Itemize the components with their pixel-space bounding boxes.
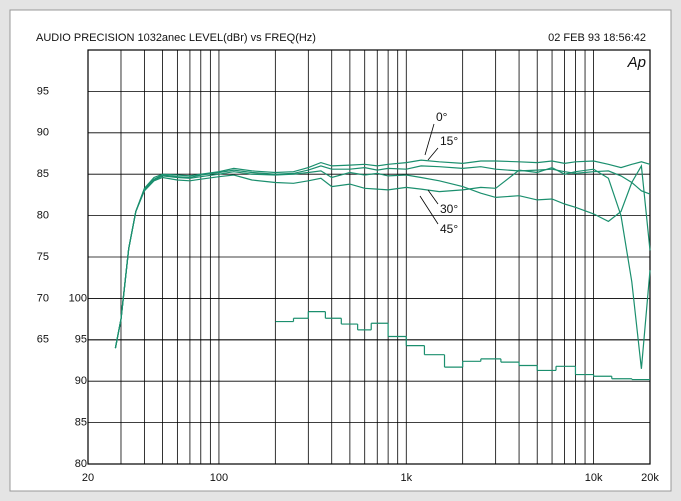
series-label: 15° [440, 134, 458, 148]
y2-tick-label: 90 [75, 375, 87, 387]
y2-tick-label: 85 [75, 417, 87, 429]
series-line [114, 159, 651, 349]
panel [9, 9, 672, 492]
x-tick-label: 10k [585, 472, 603, 484]
logo: Ap [627, 54, 646, 71]
series-label: 45° [440, 222, 458, 236]
chart-title: AUDIO PRECISION 1032anec LEVEL(dBr) vs F… [36, 32, 316, 44]
y2-tick-label: 95 [75, 334, 87, 346]
x-tick-label: 1k [400, 472, 412, 484]
x-tick-label: 100 [210, 472, 228, 484]
leader-line [427, 189, 439, 205]
y-tick-label: 80 [37, 210, 49, 222]
timestamp: 02 FEB 93 18:56:42 [548, 32, 646, 44]
y-tick-label: 75 [37, 251, 49, 263]
series-line [114, 163, 651, 349]
y2-tick-label: 80 [75, 458, 87, 470]
leader-line [419, 195, 439, 225]
y-tick-label: 65 [37, 334, 49, 346]
leader-line [424, 123, 435, 156]
plot-frame [87, 49, 651, 465]
x-tick-label: 20k [641, 472, 659, 484]
series-line [114, 166, 651, 369]
y-tick-label: 85 [37, 168, 49, 180]
series-label: 0° [436, 110, 448, 124]
series-label: 30° [440, 202, 458, 216]
leader-line [427, 147, 439, 161]
y-tick-label: 95 [37, 85, 49, 97]
y-tick-label: 70 [37, 292, 49, 304]
x-tick-label: 20 [82, 472, 94, 484]
y2-tick-label: 100 [69, 292, 87, 304]
y-tick-label: 90 [37, 127, 49, 139]
